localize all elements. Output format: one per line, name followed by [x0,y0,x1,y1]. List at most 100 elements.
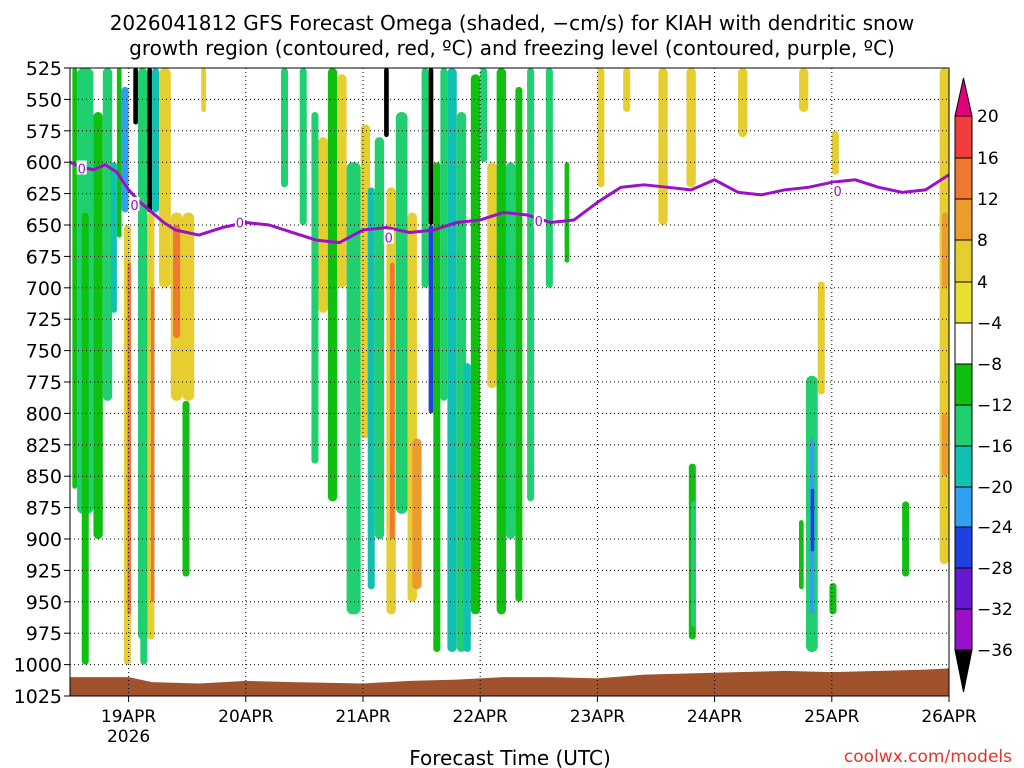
omega-cell-20 [182,400,190,577]
chart-title-line-2: growth region (contoured, red, ºC) and f… [129,36,895,60]
x-tick-label-22APR: 22APR [453,707,509,727]
y-tick-label-825: 825 [26,435,62,457]
freezing-level-label-2: 0 [236,216,244,231]
omega-cell-56 [597,68,605,188]
colorbar-box-9 [954,486,973,528]
omega-cell-0 [72,68,78,489]
x-axis: 19APR 20APR 21APR 22APR 23APR 24APR 25APR 26APR… [101,696,977,747]
omega-cell-28 [337,74,347,288]
omega-cell-5 [111,162,117,313]
omega-cell-31 [367,187,375,590]
x-tick-label-25APR: 25APR [804,707,860,727]
freezing-level-contour: 0 0 0 0 0 0 [69,160,950,247]
colorbar-box-12 [954,608,973,651]
colorbar-box-3 [954,239,973,283]
freezing-level-label-1: 0 [130,199,138,214]
freezing-level-label-3: 0 [385,232,393,247]
colorbar-box-5 [954,322,973,365]
omega-cell-2 [81,212,89,665]
omega-cell-50 [496,68,506,615]
terrain-fill [70,668,949,696]
omega-cell-42 [433,162,441,653]
omega-cell-46 [463,363,471,653]
omega-cell-15 [152,68,160,213]
colorbar-label-7: −12 [977,396,1013,416]
omega-cell-24 [299,68,307,225]
y-tick-label-900: 900 [26,529,62,551]
y-tick-label-700: 700 [26,278,62,300]
freezing-level-label-bg-5 [832,183,843,198]
x-tick-label-21APR: 21APR [335,707,391,727]
omega-cell-58 [658,68,668,225]
omega-cell-67 [810,488,815,552]
x-tick-year-label: 2026 [107,727,150,747]
freezing-level-label-5: 0 [834,185,842,200]
omega-cell-3 [93,111,103,540]
freezing-level-label-bg-4 [533,213,544,228]
y-tick-label-875: 875 [26,498,62,520]
omega-cell-61 [691,501,696,627]
omega-cell-35 [389,262,395,539]
colorbar-box-1 [954,157,973,200]
x-tick-label-19APR: 19APR [101,707,157,727]
y-tick-label-550: 550 [26,89,62,111]
chart-title-line-1: 2026041812 GFS Forecast Omega (shaded, −… [110,11,915,35]
omega-cell-57 [623,68,631,112]
y-tick-label-525: 525 [26,58,62,80]
colorbar-box-0 [954,115,973,159]
omega-cell-71 [902,501,910,577]
colorbar-label-5: −4 [977,314,1002,334]
omega-shading [72,68,949,665]
colorbar-label-1: 16 [977,149,999,169]
colorbar-box-10 [954,526,973,569]
y-tick-label-950: 950 [26,592,62,614]
colorbar-label-10: −24 [977,518,1013,538]
omega-cell-6 [116,68,122,238]
y-axis: 525 550 575 600 625 650 675 700 725 750 775 800 825 8… [14,58,70,708]
y-tick-label-975: 975 [26,623,62,645]
y-tick-label-625: 625 [26,184,62,206]
omega-cell-55 [564,162,570,263]
freezing-level-label-bg-1 [129,196,140,211]
freezing-level-label-4: 0 [535,215,543,230]
colorbar-label-9: −20 [977,478,1013,498]
freezing-level-label-bg-2 [234,214,245,229]
y-tick-label-750: 750 [26,341,62,363]
y-tick-label-575: 575 [26,121,62,143]
omega-cell-63 [798,68,809,112]
omega-cell-4 [102,68,113,401]
credit-text: coolwx.com/models [844,747,1012,767]
colorbar-box-11 [954,567,973,610]
y-tick-label-925: 925 [26,560,62,582]
omega-cell-70 [829,582,837,615]
omega-cell-12 [147,68,153,213]
omega-cell-47 [470,74,481,615]
omega-cell-26 [318,137,328,313]
colorbar-box-8 [954,445,973,488]
colorbar-box-6 [954,363,973,406]
grid-lines [70,68,949,696]
colorbar-label-0: 20 [977,107,999,127]
omega-cell-64 [798,520,804,590]
omega-cell-48 [480,68,488,163]
omega-cell-59 [686,68,696,188]
omega-cell-39 [421,68,429,288]
x-tick-label-23APR: 23APR [570,707,626,727]
omega-cell-19 [182,212,195,401]
omega-cell-27 [327,68,338,502]
freezing-level-label-0: 0 [78,162,86,177]
x-tick-label-24APR: 24APR [687,707,743,727]
x-tick-label-26APR: 26APR [921,707,977,727]
omega-cell-53 [527,68,535,502]
colorbar-label-2: 12 [977,190,999,210]
omega-cell-29 [346,162,361,615]
y-tick-label-850: 850 [26,466,62,488]
omega-cell-32 [374,137,385,539]
colorbar-box-4 [954,281,973,324]
omega-cell-52 [515,86,523,602]
colorbar-label-11: −28 [977,559,1013,579]
freezing-level-line [69,160,950,245]
colorbar-bottom-triangle [954,649,973,693]
colorbar-label-4: 4 [977,273,988,293]
omega-cell-62 [738,68,748,138]
